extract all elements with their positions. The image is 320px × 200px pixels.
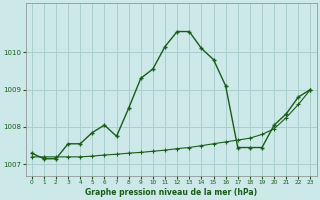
X-axis label: Graphe pression niveau de la mer (hPa): Graphe pression niveau de la mer (hPa)	[85, 188, 257, 197]
